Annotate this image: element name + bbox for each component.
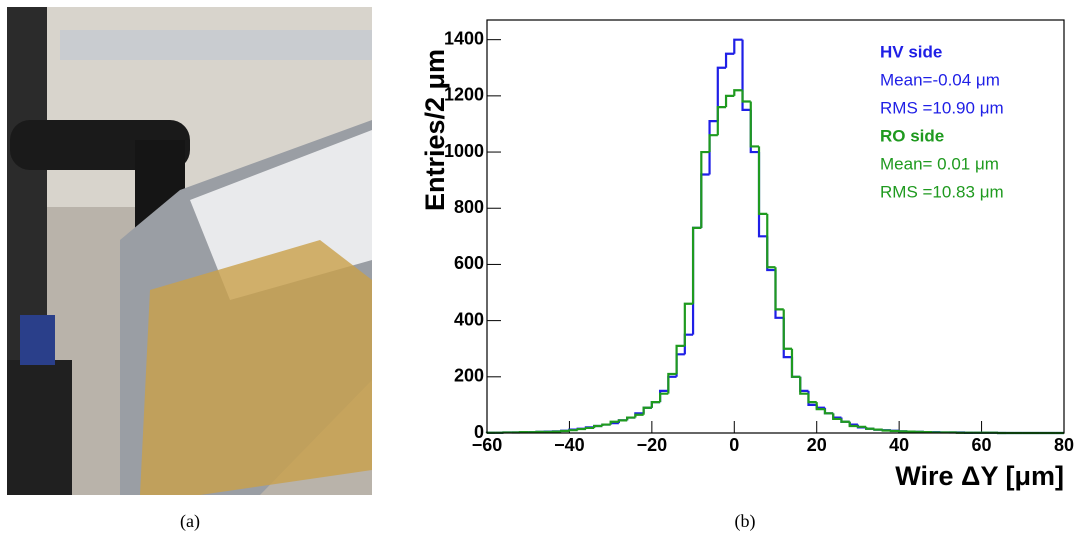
x-tick-label: 20	[807, 435, 827, 455]
series	[485, 89, 1064, 435]
histogram-step	[659, 392, 669, 403]
histogram-step	[593, 424, 603, 428]
legend-entry: HV side	[880, 42, 942, 61]
plot-area: −60 −40 −20 0 20 40 60 800200400600800100012001…	[420, 19, 1074, 491]
x-tick-label: −20	[637, 435, 668, 455]
y-tick-label: 600	[454, 253, 484, 273]
y-tick-label: 200	[454, 366, 484, 386]
stat-text: RMS =10.90 μm	[880, 98, 1004, 117]
histogram-step	[724, 52, 735, 68]
histogram-step	[782, 317, 792, 359]
stat-text: Mean= 0.01 μm	[880, 154, 999, 173]
photo	[7, 7, 372, 495]
histogram-step	[634, 413, 644, 418]
stat-text: RMS =10.83 μm	[880, 182, 1004, 201]
histogram-step	[576, 427, 586, 431]
plot-frame	[486, 19, 1065, 434]
stat-text: Mean=-0.04 μm	[880, 70, 1000, 89]
histogram-step	[815, 404, 825, 409]
y-tick-label: 1400	[444, 28, 484, 48]
histogram-step	[659, 389, 669, 403]
y-tick-label: 400	[454, 309, 484, 329]
histogram-step	[691, 226, 702, 304]
histogram-step	[815, 402, 825, 411]
histogram-step	[568, 429, 578, 432]
histogram-step	[733, 89, 743, 96]
y-tick-label: 1200	[444, 85, 484, 105]
x-tick-label: −40	[554, 435, 585, 455]
histogram-step	[741, 39, 751, 112]
histogram-step	[832, 413, 842, 419]
x-tick-label: −60	[472, 435, 503, 455]
histogram-step	[708, 120, 718, 175]
histogram-step	[766, 213, 776, 269]
histogram-step	[766, 236, 776, 272]
histogram-step	[700, 173, 710, 228]
x-tick-label: 0	[729, 435, 739, 455]
histogram-step	[700, 150, 710, 228]
x-tick-label: 40	[889, 435, 909, 455]
histogram-step	[881, 429, 891, 432]
histogram-step	[691, 226, 702, 335]
histogram-step	[683, 302, 694, 346]
y-tick-label: 1000	[444, 141, 484, 161]
histogram-step	[650, 400, 661, 408]
histogram-step	[741, 90, 751, 103]
histogram-step	[848, 421, 858, 426]
histogram-step	[865, 426, 875, 430]
histogram-step	[675, 353, 685, 377]
histogram-step	[609, 422, 619, 425]
histogram-step	[757, 146, 768, 215]
x-tick-label: 80	[1054, 435, 1074, 455]
histogram-step	[708, 134, 718, 153]
histogram-step	[716, 66, 727, 122]
histogram-step	[683, 333, 694, 355]
histogram-step	[848, 421, 858, 428]
caption: (b)	[735, 511, 756, 532]
histogram-step	[840, 418, 850, 423]
histogram-step	[609, 420, 619, 425]
histogram-step	[642, 406, 652, 415]
histogram-step	[790, 357, 801, 378]
histogram-step	[873, 428, 883, 431]
histogram-step	[799, 376, 809, 392]
histogram-step	[724, 94, 735, 108]
histogram-step	[889, 429, 900, 433]
histogram-step	[823, 409, 834, 415]
y-tick-label: 0	[474, 422, 484, 442]
histogram-step	[807, 393, 817, 404]
histogram-step	[774, 270, 784, 319]
histogram-step	[675, 344, 685, 374]
histogram-step	[749, 101, 760, 148]
histogram-step	[790, 348, 801, 378]
histogram-step	[774, 267, 784, 311]
histogram-step	[757, 152, 768, 238]
histogram-step	[716, 105, 727, 136]
histogram-step	[601, 423, 611, 426]
histogram-step	[667, 375, 677, 391]
y-tick-label: 800	[454, 197, 484, 217]
x-tick-label: 60	[972, 435, 992, 455]
histogram-step	[856, 425, 867, 428]
legend-entry: RO side	[880, 126, 944, 145]
x-axis-label: Wire ΔY [μm]	[895, 461, 1064, 491]
histogram-step	[733, 38, 743, 54]
histogram-step	[832, 413, 842, 421]
histogram-step	[560, 429, 570, 433]
histogram-step	[782, 309, 792, 350]
y-axis-label: Entries/2 μm	[420, 49, 450, 211]
caption: (a)	[180, 511, 200, 532]
histogram-step	[626, 416, 636, 421]
histogram-step	[617, 419, 628, 422]
histogram-step	[799, 376, 809, 395]
histogram-step	[667, 372, 677, 394]
histogram-step	[584, 426, 595, 430]
